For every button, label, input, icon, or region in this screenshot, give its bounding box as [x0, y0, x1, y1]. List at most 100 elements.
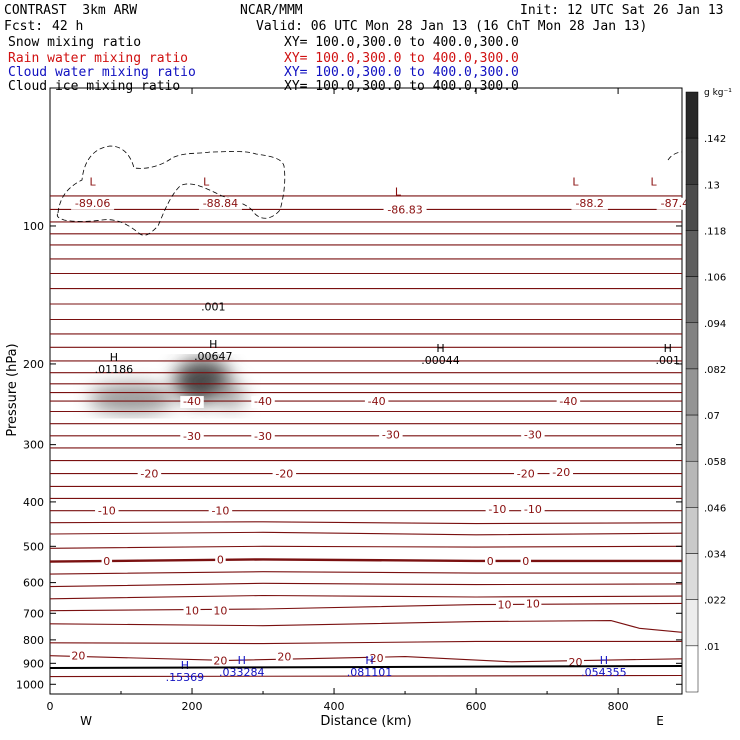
- cloud-water-max-h: H: [238, 654, 246, 667]
- isotherm-label: 20: [277, 651, 291, 664]
- colorbar-label: .022: [704, 596, 726, 607]
- isotherm-label: 10: [526, 597, 540, 610]
- isotherm-label: -30: [382, 428, 400, 441]
- isotherm-lines: [49, 195, 683, 678]
- y-tick-label: 700: [23, 607, 44, 620]
- field-cloud-ice-xy: XY= 100.0,300.0 to 400.0,300.0: [284, 79, 519, 94]
- isotherm-label-bg: [571, 197, 608, 210]
- isotherm-label: -20: [140, 468, 158, 481]
- colorbar-swatch: [685, 414, 699, 462]
- x-tick-label: 200: [182, 700, 203, 713]
- ice-max-value: .00647: [194, 350, 233, 363]
- ice-max-h: H: [110, 351, 118, 364]
- y-tick-label: 300: [23, 439, 44, 452]
- y-tick-label: 200: [23, 358, 44, 371]
- y-tick-label: 500: [23, 540, 44, 553]
- isotherm-label: -88.84: [203, 197, 238, 210]
- isotherm-label: 0: [217, 553, 224, 566]
- isotherm-label-bg: [514, 468, 538, 481]
- colorbar-swatch: [685, 91, 699, 139]
- isotherm-label-bg: [495, 599, 513, 612]
- isotherm-label-bg: [101, 555, 113, 568]
- cloud-water-max-h: H: [600, 654, 608, 667]
- y-tick-label: 800: [23, 634, 44, 647]
- isotherm-label: 0: [522, 555, 529, 568]
- isotherm-label-bg: [368, 653, 386, 666]
- low-label: L: [90, 176, 97, 189]
- y-tick-label: 100: [23, 220, 44, 233]
- isotherm-label: 0: [487, 555, 494, 568]
- isotherm-label: 10: [213, 605, 227, 618]
- isotherm-label-bg: [485, 555, 496, 568]
- ice-max-value: .001: [656, 354, 681, 367]
- isotherm-label-bg: [71, 197, 115, 210]
- isotherm-label: -40: [559, 395, 577, 408]
- fcst-label: Fcst:: [4, 19, 44, 34]
- colorbar-swatch: [685, 599, 699, 647]
- isotherm-label-bg: [520, 555, 532, 568]
- isotherm-label: 20: [213, 654, 227, 667]
- isotherm-line: [49, 602, 683, 612]
- isotherm-label: -30: [524, 428, 542, 441]
- isotherm-label: 0: [103, 555, 110, 568]
- isotherm-label: -30: [254, 430, 272, 443]
- isotherm-label-bg: [656, 197, 694, 210]
- isotherm-label: -40: [368, 395, 386, 408]
- colorbar-label: .058: [704, 457, 726, 468]
- isotherm-label-bg: [180, 396, 204, 409]
- cloud-water-max-value: .15369: [166, 671, 205, 684]
- isotherm-label: -89.06: [75, 197, 110, 210]
- colorbar-swatch: [685, 553, 699, 600]
- isotherm-label: 20: [370, 652, 384, 665]
- isotherm-label-bg: [251, 430, 275, 443]
- axes: 0 200 400 600 800100200300400500600700800900…: [16, 88, 682, 713]
- colorbar-swatch: [685, 184, 699, 231]
- isotherm-line: [49, 620, 683, 633]
- cloud-water-max-h: H: [181, 659, 189, 672]
- isotherm-label: -30: [183, 430, 201, 443]
- colorbar-label: .118: [704, 226, 726, 237]
- isotherm-label-bg: [208, 505, 233, 518]
- x-end-right: E: [656, 714, 664, 728]
- isotherm-line: [49, 594, 683, 600]
- colorbar-swatch: [685, 322, 699, 370]
- colorbar-label: .046: [704, 503, 726, 514]
- cloud-water-max-value: .054355: [581, 666, 627, 679]
- isotherm-line: [49, 521, 683, 525]
- colorbar-label: .082: [704, 365, 726, 376]
- isotherm-label-bg: [137, 468, 162, 481]
- ice-max-value: .00044: [421, 354, 460, 367]
- x-tick-label: 0: [47, 700, 54, 713]
- isotherm-line: [49, 674, 683, 678]
- colorbar-swatch: [685, 645, 699, 693]
- x-tick-label: 600: [466, 700, 487, 713]
- colorbar-swatch: [685, 368, 699, 416]
- snow-blob-1: [174, 359, 232, 403]
- isotherm-label: -88.2: [575, 197, 603, 210]
- low-label: L: [572, 176, 579, 189]
- isotherm-label: -20: [552, 466, 570, 479]
- plot-frame: [49, 87, 683, 695]
- isotherm-line: [49, 640, 682, 645]
- snow-blob-0: [89, 384, 175, 414]
- isotherm-label: -10: [98, 505, 116, 518]
- cloud-water-max-h: H: [365, 654, 373, 667]
- isotherm-label-bg: [485, 503, 510, 516]
- isotherm-label: -20: [275, 468, 293, 481]
- isotherm-label: -10: [488, 503, 506, 516]
- x-tick-label: 800: [608, 700, 629, 713]
- colorbar-label: .034: [704, 550, 726, 561]
- fcst-value: 42 h: [52, 19, 84, 34]
- isotherm-label-bg: [211, 605, 229, 618]
- isotherm-label-bg: [275, 651, 293, 664]
- isotherm-label: 20: [71, 650, 85, 663]
- isotherm-label-bg: [556, 396, 581, 409]
- ice-max-h: H: [664, 342, 672, 355]
- isotherm-label-bg: [183, 605, 201, 618]
- isotherm-label-bg: [272, 468, 297, 481]
- field-snow-xy: XY= 100.0,300.0 to 400.0,300.0: [284, 35, 519, 50]
- isotherm-label-bg: [521, 503, 545, 516]
- low-label: L: [203, 176, 210, 189]
- isotherm-label: -87.4: [661, 197, 689, 210]
